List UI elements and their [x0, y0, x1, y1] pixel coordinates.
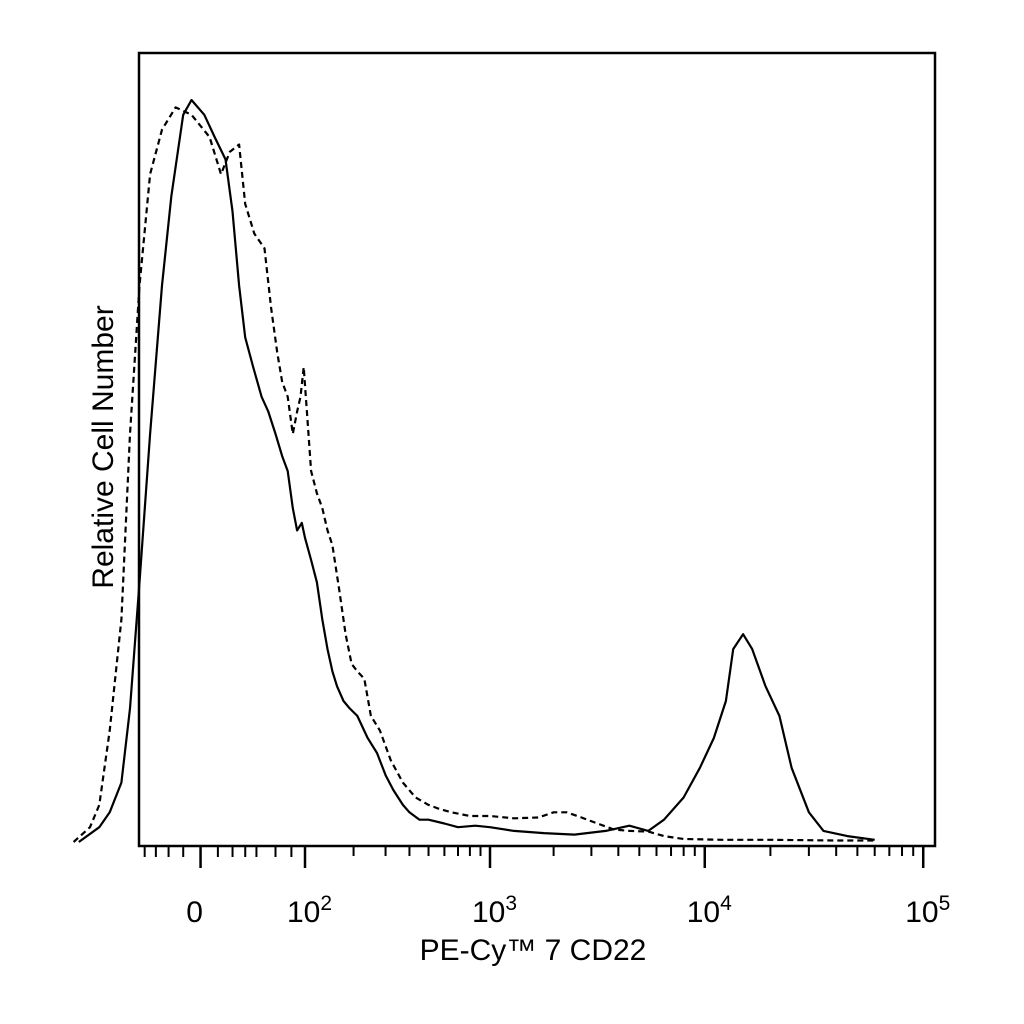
series-solid-line	[78, 98, 875, 843]
x-tick-label: 103	[472, 892, 517, 929]
y-axis-label: Relative Cell Number	[87, 305, 120, 588]
x-tick-label: 104	[687, 892, 732, 929]
x-axis-label: PE-Cy™ 7 CD22	[420, 934, 647, 967]
x-axis-tick-labels: 0 102 103 104 105	[186, 892, 950, 929]
series-group	[72, 98, 875, 843]
x-axis-ticks	[143, 846, 925, 868]
x-tick-label: 105	[905, 892, 950, 929]
x-tick-label: 102	[287, 892, 332, 929]
plot-frame	[137, 51, 937, 848]
series-dashed-line	[72, 106, 875, 843]
x-tick-label: 0	[186, 896, 203, 929]
